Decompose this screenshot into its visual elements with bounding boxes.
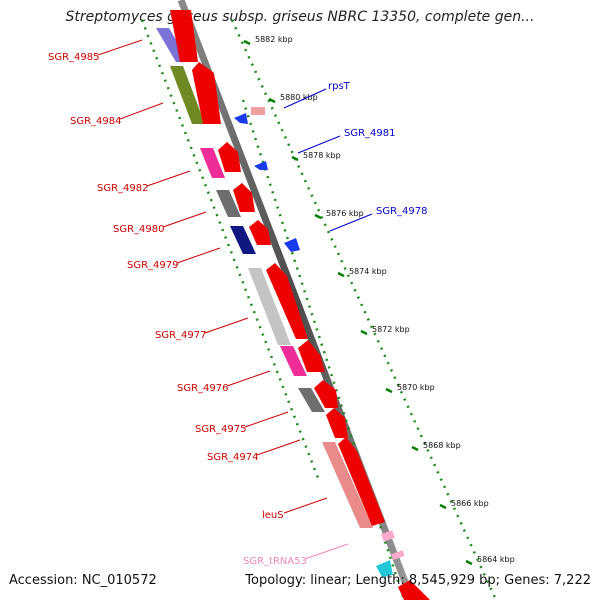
scale-label: 5882 kbp	[255, 35, 293, 44]
leader-line	[304, 543, 349, 560]
leader-line	[244, 411, 289, 428]
gene-box[interactable]	[200, 148, 225, 178]
forward-arrow-9[interactable]	[326, 408, 348, 438]
trna-feature[interactable]	[380, 530, 396, 542]
gene-label[interactable]: SGR_4977	[155, 330, 207, 341]
accession-label: Accession: NC_010572	[9, 573, 157, 588]
gene-label[interactable]: leuS	[262, 510, 284, 521]
gene-box[interactable]	[280, 346, 307, 376]
scale-tick	[439, 503, 447, 510]
gene-box[interactable]	[170, 66, 205, 124]
gene-label[interactable]: SGR_4981	[344, 128, 396, 139]
reverse-arrow-rpst[interactable]	[234, 107, 265, 124]
leader-line	[329, 213, 373, 232]
leader-line	[283, 88, 327, 109]
leader-line	[297, 135, 341, 154]
leader-line	[256, 439, 301, 456]
scale-label: 5868 kbp	[423, 441, 461, 450]
gene-label[interactable]: SGR_4976	[177, 383, 229, 394]
forward-arrow-8[interactable]	[314, 380, 338, 408]
forward-arrow-5[interactable]	[249, 220, 271, 245]
gene-label[interactable]: SGR_4984	[70, 116, 122, 127]
scale-tick	[385, 387, 393, 394]
gene-label[interactable]: SGR_4978	[376, 206, 428, 217]
leader-line	[283, 497, 328, 514]
scale-label: 5878 kbp	[303, 151, 341, 160]
inner-guide-line	[241, 99, 406, 600]
scale-tick	[465, 559, 473, 566]
leader-line	[97, 39, 143, 56]
trna-feature[interactable]	[391, 550, 405, 560]
forward-arrow-2[interactable]	[192, 62, 221, 124]
scale-tick	[337, 271, 345, 278]
reverse-arrow-sgr-4978[interactable]	[284, 238, 300, 252]
leader-line	[146, 170, 191, 187]
forward-arrow-1[interactable]	[170, 10, 198, 62]
scale-label: 5864 kbp	[477, 555, 515, 564]
forward-arrow-11[interactable]	[398, 580, 430, 600]
leader-line	[204, 317, 249, 334]
reverse-arrow-sgr-4981[interactable]	[254, 161, 268, 170]
forward-arrow-6[interactable]	[266, 263, 308, 339]
gene-box[interactable]	[322, 442, 373, 528]
leader-line	[176, 247, 221, 264]
scale-label: 5876 kbp	[326, 209, 364, 218]
scale-tick	[360, 329, 368, 336]
gene-label[interactable]: SGR_4985	[48, 52, 100, 63]
gene-label[interactable]: SGR_4974	[207, 452, 259, 463]
gene-label[interactable]: SGR_4982	[97, 183, 149, 194]
scale-tick	[291, 155, 299, 162]
scale-tick	[268, 97, 276, 104]
forward-arrow-3[interactable]	[218, 142, 241, 172]
scale-label: 5874 kbp	[349, 267, 387, 276]
gene-label[interactable]: SGR_4975	[195, 424, 247, 435]
gene-box[interactable]	[298, 388, 325, 412]
scale-label: 5872 kbp	[372, 325, 410, 334]
leader-line	[119, 102, 164, 120]
scale-label: 5870 kbp	[397, 383, 435, 392]
gene-label[interactable]: rpsT	[328, 81, 351, 92]
gene-label[interactable]: SGR_4980	[113, 224, 165, 235]
scale-label: 5880 kbp	[280, 93, 318, 102]
leader-line	[162, 211, 207, 228]
leader-line	[226, 370, 271, 387]
scale-label: 5866 kbp	[451, 499, 489, 508]
genome-stats-label: Topology: linear; Length: 8,545,929 bp; …	[245, 573, 591, 588]
scale-tick	[411, 445, 419, 452]
scale-tick	[314, 213, 322, 220]
left-guide-line	[140, 19, 320, 479]
gene-box[interactable]	[248, 268, 291, 345]
gene-box[interactable]	[216, 190, 241, 217]
gene-label[interactable]: SGR_4979	[127, 260, 179, 271]
gene-label[interactable]: SGR_tRNA53	[243, 556, 307, 567]
reverse-arrow-cyan[interactable]	[376, 560, 393, 577]
forward-arrow-7[interactable]	[298, 340, 325, 372]
forward-arrow-10[interactable]	[338, 437, 385, 526]
scale-tick	[243, 39, 251, 46]
gene-box[interactable]	[230, 226, 256, 254]
forward-arrow-4[interactable]	[233, 183, 255, 212]
